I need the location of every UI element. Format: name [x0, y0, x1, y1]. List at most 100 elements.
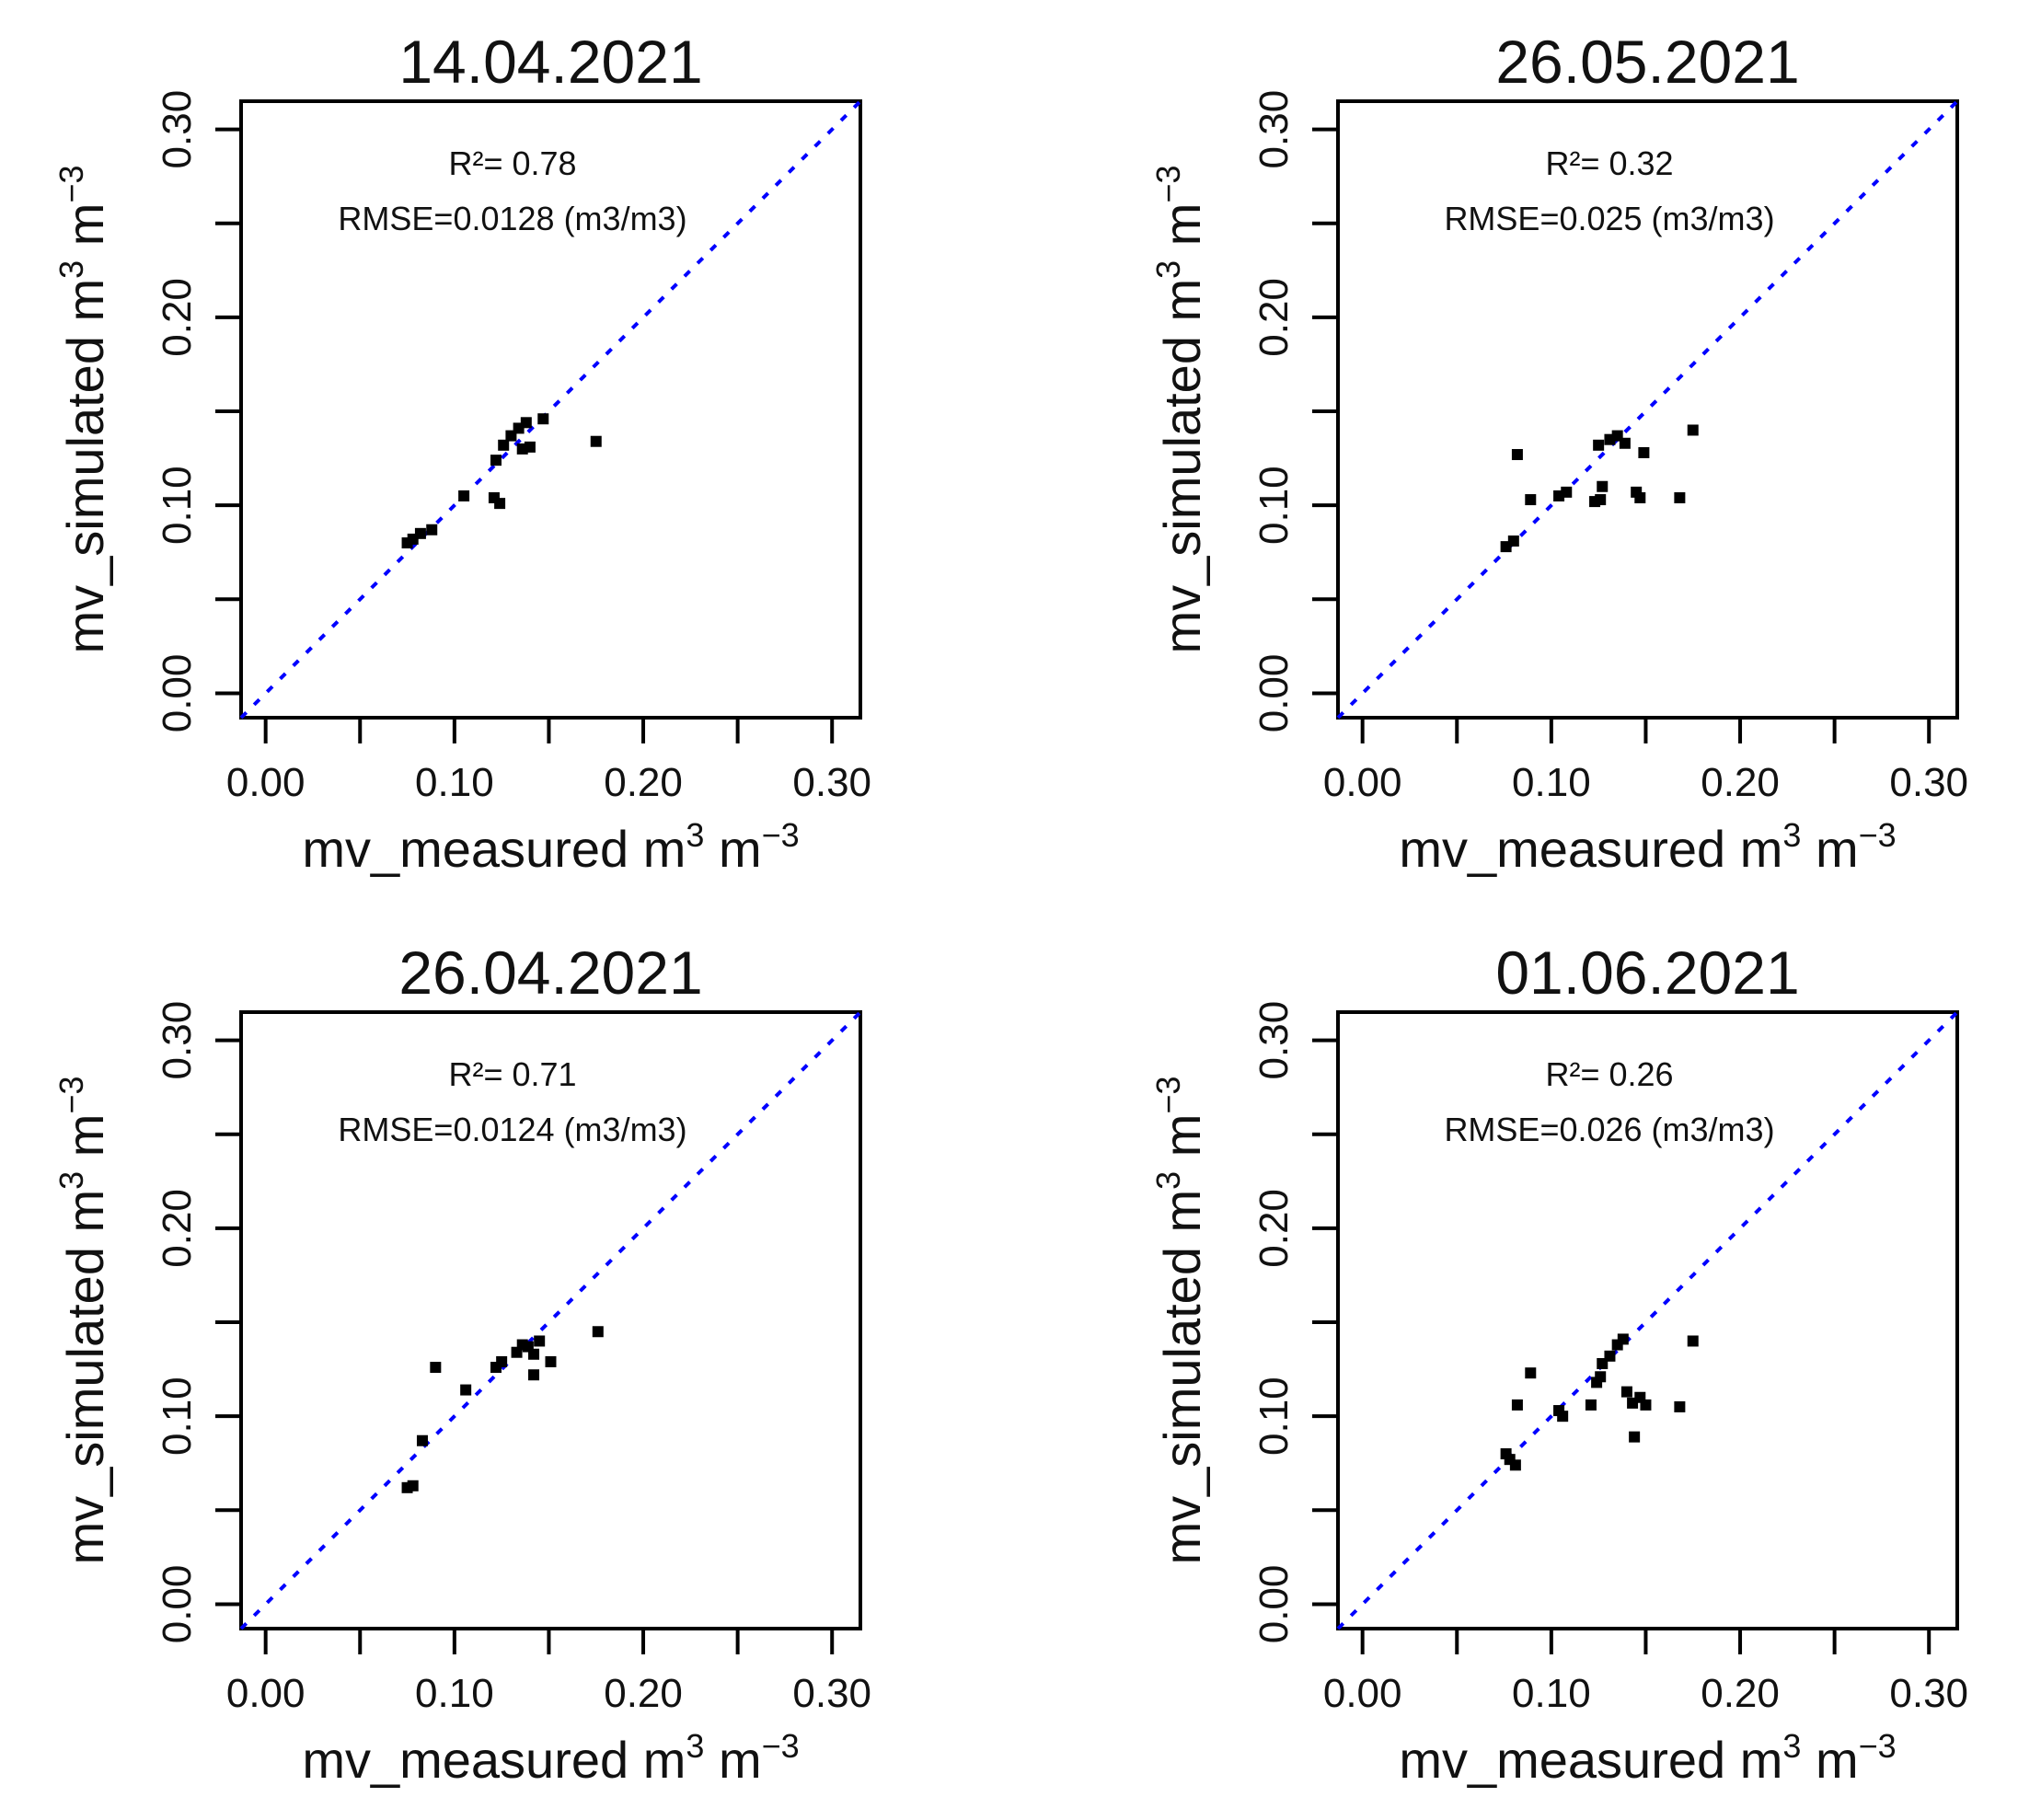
- data-point: [460, 1384, 472, 1396]
- x-axis-unit: m: [704, 1731, 761, 1789]
- plot-frame: [239, 1010, 862, 1630]
- plot-frame: [1336, 99, 1959, 720]
- x-tick-label: 0.00: [1323, 1671, 1402, 1716]
- chart-title: 14.04.2021: [398, 28, 702, 96]
- data-point: [1585, 1399, 1597, 1411]
- y-tick-label: 0.00: [155, 654, 200, 733]
- chart-panel-3: 26.04.2021 0.00 0.00 0.10 0.10 0.20 0.20 0.30 0.…: [52, 939, 871, 1789]
- chart-title: 26.05.2021: [1495, 28, 1799, 96]
- data-point: [1509, 1459, 1521, 1471]
- chart-panel-2: 26.05.2021 0.00 0.00 0.10 0.10 0.20 0.20 0.30 0.…: [1149, 28, 1968, 878]
- y-tick-label: 0.30: [155, 1001, 200, 1080]
- data-point: [1640, 1399, 1652, 1411]
- y-axis-unit: m: [1153, 203, 1211, 260]
- y-tick-label: 0.30: [1251, 90, 1297, 169]
- data-point: [1617, 1333, 1629, 1345]
- data-point: [1619, 437, 1631, 449]
- y-tick-label: 0.30: [1251, 1001, 1297, 1080]
- y-tick-label: 0.10: [1251, 466, 1297, 545]
- data-point: [414, 527, 426, 539]
- chart-panel-4: 01.06.2021 0.00 0.00 0.10 0.10 0.20 0.20 0.30 0.…: [1149, 939, 1968, 1789]
- x-axis-unit-sup: −3: [1859, 816, 1897, 854]
- x-axis-label: mv_measured m3 m−3: [302, 816, 799, 878]
- data-point: [498, 439, 510, 451]
- x-tick-label: 0.00: [226, 1671, 306, 1716]
- data-point: [1687, 424, 1699, 436]
- y-axis-unit-sup: −3: [52, 1077, 90, 1114]
- y-tick-label: 0.10: [155, 1377, 200, 1456]
- x-tick-label: 0.10: [1512, 760, 1591, 805]
- y-tick-label: 0.20: [1251, 1189, 1297, 1268]
- x-axis-unit: m: [704, 820, 761, 878]
- x-tick-label: 0.00: [1323, 760, 1402, 805]
- data-point: [426, 524, 438, 536]
- x-tick-label: 0.10: [415, 1671, 494, 1716]
- data-point: [1620, 1386, 1632, 1398]
- data-point: [1595, 1371, 1607, 1383]
- y-tick-label: 0.00: [1251, 1565, 1297, 1644]
- y-axis-unit: m: [1153, 1114, 1211, 1171]
- rmse-annotation: RMSE=0.0124 (m3/m3): [338, 1111, 686, 1148]
- rmse-annotation: RMSE=0.0128 (m3/m3): [338, 200, 686, 237]
- data-point: [1674, 1400, 1686, 1412]
- x-axis-unit-sup: −3: [762, 1727, 800, 1765]
- data-point: [537, 413, 549, 425]
- identity-line: [239, 1010, 862, 1630]
- x-tick-label: 0.20: [1701, 1671, 1780, 1716]
- y-axis-unit: m: [56, 203, 114, 260]
- data-point: [490, 455, 502, 467]
- chart-panel-1: 14.04.2021 0.00 0.00 0.10 0.10 0.20 0.20 0.30 0.…: [52, 28, 871, 878]
- y-axis-unit-sup: 3: [52, 260, 90, 279]
- data-point: [430, 1362, 442, 1374]
- y-axis-label-text: mv_simulated m: [1153, 279, 1211, 654]
- data-point: [1634, 492, 1646, 504]
- r2-annotation: R²= 0.71: [448, 1055, 576, 1093]
- y-axis-label-text: mv_simulated m: [56, 1190, 114, 1565]
- data-point: [416, 1434, 428, 1446]
- data-point: [590, 435, 602, 447]
- x-tick-label: 0.00: [226, 760, 306, 805]
- data-point: [1511, 1399, 1523, 1411]
- data-point: [1595, 494, 1607, 506]
- data-point: [496, 1355, 508, 1367]
- x-tick-label: 0.10: [1512, 1671, 1591, 1716]
- y-axis-label: mv_simulated m3 m−3: [1149, 1077, 1211, 1565]
- data-point: [494, 498, 506, 510]
- data-point: [1638, 446, 1650, 458]
- x-axis-label: mv_measured m3 m−3: [302, 1727, 799, 1789]
- x-tick-label: 0.20: [604, 1671, 683, 1716]
- x-axis-unit-sup: −3: [762, 816, 800, 854]
- data-point: [528, 1348, 540, 1360]
- data-point: [592, 1326, 604, 1338]
- data-point: [516, 443, 528, 455]
- data-point: [1511, 449, 1523, 461]
- x-tick-label: 0.30: [792, 1671, 871, 1716]
- x-axis-unit: m: [1801, 820, 1858, 878]
- y-axis-unit-sup: −3: [52, 166, 90, 203]
- rmse-annotation: RMSE=0.026 (m3/m3): [1444, 1111, 1774, 1148]
- data-point: [1525, 1367, 1537, 1379]
- data-point: [1629, 1431, 1641, 1443]
- plot-frame: [239, 99, 862, 720]
- chart-title: 26.04.2021: [398, 939, 702, 1007]
- x-axis-label: mv_measured m3 m−3: [1399, 816, 1896, 878]
- y-tick-label: 0.20: [1251, 278, 1297, 357]
- y-axis-unit: m: [56, 1114, 114, 1171]
- y-axis-unit-sup: −3: [1149, 166, 1187, 203]
- data-point: [458, 490, 470, 501]
- data-point: [1604, 1350, 1616, 1362]
- data-point: [407, 1480, 419, 1492]
- y-tick-label: 0.10: [155, 466, 200, 545]
- x-axis-unit-sup: 3: [686, 816, 704, 854]
- x-tick-label: 0.30: [1889, 1671, 1968, 1716]
- y-axis-label: mv_simulated m3 m−3: [1149, 166, 1211, 654]
- y-axis-label-text: mv_simulated m: [56, 279, 114, 654]
- r2-annotation: R²= 0.26: [1545, 1055, 1673, 1093]
- data-point: [1557, 1411, 1569, 1423]
- data-point: [1687, 1335, 1699, 1347]
- chart-title: 01.06.2021: [1495, 939, 1799, 1007]
- x-axis-label-text: mv_measured m: [1399, 820, 1782, 878]
- y-tick-label: 0.30: [155, 90, 200, 169]
- plot-frame: [1336, 1010, 1959, 1630]
